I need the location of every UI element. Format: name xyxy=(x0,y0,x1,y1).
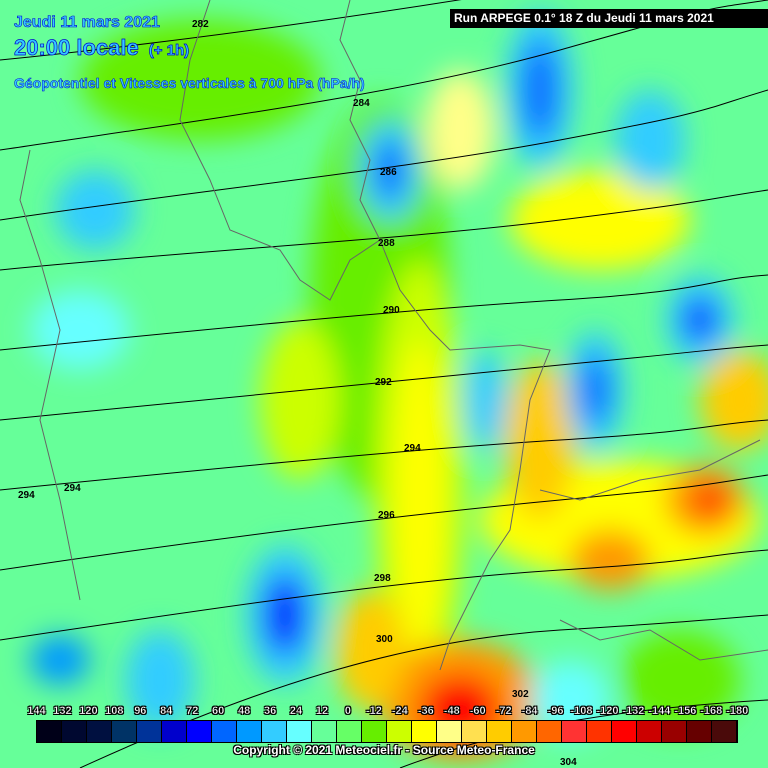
colorbar-swatch xyxy=(512,721,537,742)
svg-text:304: 304 xyxy=(560,757,577,768)
colorbar-swatch xyxy=(537,721,562,742)
svg-text:284: 284 xyxy=(353,98,370,109)
colorbar xyxy=(36,720,738,743)
contour-labels: 282 284 286 288 290 292 294 294 294 296 … xyxy=(18,19,577,768)
colorbar-label: 48 xyxy=(238,705,251,717)
colorbar-label: 12 xyxy=(315,705,329,717)
colorbar-swatch xyxy=(262,721,287,742)
colorbar-swatch xyxy=(562,721,587,742)
colorbar-label: -132 xyxy=(622,705,645,717)
colorbar-label: 84 xyxy=(160,705,173,717)
colorbar-swatch xyxy=(312,721,337,742)
local-time: 20:00 locale xyxy=(14,35,139,61)
colorbar-label: -72 xyxy=(495,705,512,717)
colorbar-swatch xyxy=(587,721,612,742)
colorbar-swatch xyxy=(687,721,712,742)
colorbar-swatch xyxy=(637,721,662,742)
colorbar-swatch xyxy=(612,721,637,742)
colorbar-label: -84 xyxy=(521,705,538,717)
colorbar-swatch xyxy=(37,721,62,742)
colorbar-labels: 144 132 120 108 96 84 72 60 48 36 24 12 0 -12 -24 -36 -4… xyxy=(24,705,750,717)
colorbar-label: -24 xyxy=(391,705,408,717)
colorbar-swatch xyxy=(187,721,212,742)
colorbar-swatch xyxy=(87,721,112,742)
colorbar-swatch xyxy=(387,721,412,742)
colorbar-swatch xyxy=(487,721,512,742)
colorbar-swatch xyxy=(712,721,737,742)
colorbar-swatch xyxy=(362,721,387,742)
colorbar-label: 108 xyxy=(105,705,124,717)
colorbar-label: -144 xyxy=(648,705,671,717)
colorbar-label: -36 xyxy=(417,705,434,717)
svg-text:302: 302 xyxy=(512,689,529,700)
time-offset: (+ 1h) xyxy=(148,42,190,60)
colorbar-swatch xyxy=(662,721,687,742)
vertical-velocity-field xyxy=(30,10,768,760)
run-info: Run ARPEGE 0.1° 18 Z du Jeudi 11 mars 20… xyxy=(450,9,768,28)
colorbar-label: 72 xyxy=(186,705,199,717)
colorbar-label: -60 xyxy=(469,705,486,717)
colorbar-label: -120 xyxy=(596,705,619,717)
svg-text:290: 290 xyxy=(383,305,400,316)
colorbar-swatch xyxy=(462,721,487,742)
colorbar-label: -168 xyxy=(700,705,723,717)
svg-text:294: 294 xyxy=(64,483,81,494)
colorbar-swatch xyxy=(237,721,262,742)
colorbar-label: -108 xyxy=(570,705,593,717)
svg-text:298: 298 xyxy=(374,573,391,584)
colorbar-label: 132 xyxy=(53,705,72,717)
colorbar-label: -48 xyxy=(443,705,460,717)
colorbar-label: 60 xyxy=(212,705,225,717)
country-borders xyxy=(19,0,768,671)
colorbar-swatch xyxy=(212,721,237,742)
colorbar-label: 96 xyxy=(134,705,147,717)
colorbar-label: 144 xyxy=(27,705,46,717)
colorbar-swatch xyxy=(287,721,312,742)
colorbar-swatch xyxy=(62,721,87,742)
forecast-time: 20:00 locale (+ 1h) xyxy=(14,35,190,61)
colorbar-label: -12 xyxy=(365,705,382,717)
svg-text:282: 282 xyxy=(192,19,209,30)
colorbar-label: -156 xyxy=(674,705,697,717)
colorbar-swatch xyxy=(112,721,137,742)
svg-text:294: 294 xyxy=(404,443,421,454)
colorbar-swatch xyxy=(337,721,362,742)
forecast-date: Jeudi 11 mars 2021 xyxy=(14,14,160,32)
svg-text:292: 292 xyxy=(375,377,392,388)
colorbar-swatch xyxy=(137,721,162,742)
svg-text:286: 286 xyxy=(380,167,397,178)
colorbar-swatch xyxy=(437,721,462,742)
colorbar-label: 24 xyxy=(289,705,303,717)
svg-text:294: 294 xyxy=(18,490,35,501)
colorbar-label: -96 xyxy=(547,705,564,717)
colorbar-label: 36 xyxy=(263,705,277,717)
map-subtitle: Géopotentiel et Vitesses verticales à 70… xyxy=(14,75,365,92)
colorbar-label: 0 xyxy=(344,705,351,717)
svg-text:296: 296 xyxy=(378,510,395,521)
colorbar-swatch xyxy=(412,721,437,742)
colorbar-label: -180 xyxy=(726,705,749,717)
svg-text:288: 288 xyxy=(378,238,395,249)
svg-text:300: 300 xyxy=(376,634,393,645)
colorbar-swatch xyxy=(162,721,187,742)
colorbar-label: 120 xyxy=(79,705,98,717)
copyright: Copyright © 2021 Meteociel.fr - Source M… xyxy=(233,743,535,757)
